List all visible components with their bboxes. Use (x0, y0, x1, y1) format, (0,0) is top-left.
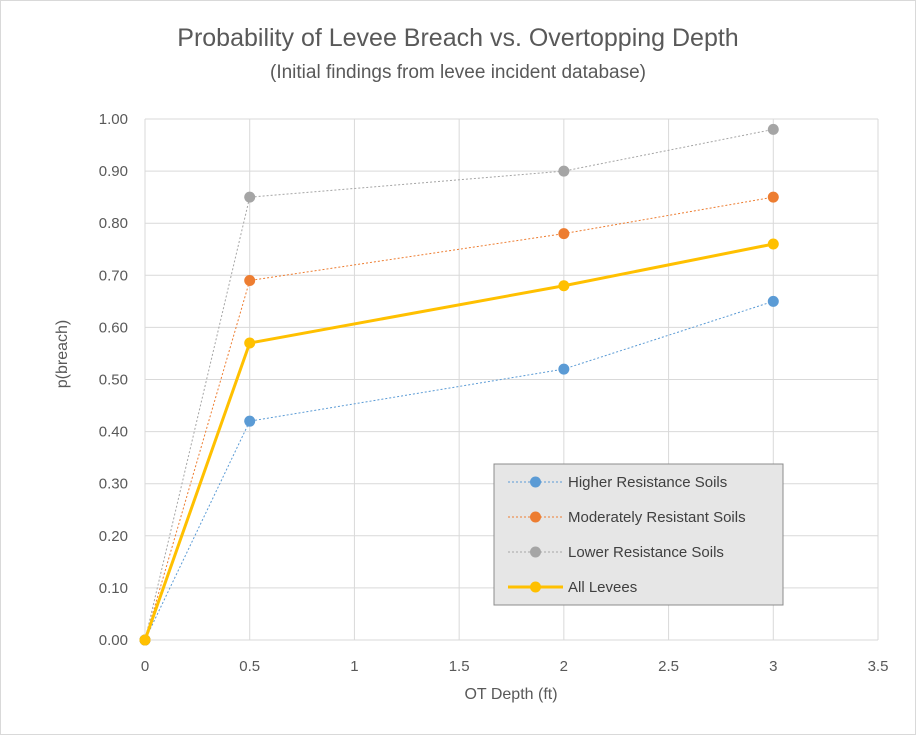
legend-label-3: All Levees (568, 579, 637, 596)
x-axis-ticks: 0 0.5 1 1.5 2 2.5 3 3.5 (141, 658, 889, 675)
data-point-0-2 (558, 363, 570, 375)
series-group (139, 123, 779, 646)
data-point-3-1 (244, 337, 256, 349)
y-tick-label: 0.70 (99, 267, 128, 284)
legend-marker-0 (530, 476, 541, 488)
legend-label-1: Moderately Resistant Soils (568, 509, 746, 526)
y-tick-label: 0.10 (99, 580, 128, 597)
y-tick-label: 0.20 (99, 528, 128, 545)
chart-subtitle: (Initial findings from levee incident da… (270, 62, 646, 83)
legend: Higher Resistance Soils Moderately Resist… (493, 463, 784, 606)
x-tick-label: 2.5 (658, 658, 679, 675)
x-axis-label: OT Depth (ft) (464, 686, 557, 703)
y-tick-label: 1.00 (99, 111, 128, 128)
y-tick-label: 0.90 (99, 163, 128, 180)
data-point-1-1 (244, 275, 256, 287)
data-point-3-2 (558, 280, 570, 292)
series-line-0 (144, 300, 774, 641)
chart-title: Probability of Levee Breach vs. Overtopp… (177, 24, 738, 52)
data-point-2-3 (767, 123, 779, 135)
y-tick-label: 0.80 (99, 215, 128, 232)
gridlines (144, 118, 879, 641)
data-point-2-1 (244, 191, 256, 203)
legend-label-2: Lower Resistance Soils (568, 544, 724, 561)
y-tick-label: 0.40 (99, 424, 128, 441)
y-tick-label: 0.60 (99, 319, 128, 336)
x-tick-label: 3 (769, 658, 777, 675)
data-point-0-3 (767, 295, 779, 307)
data-point-3-0 (139, 634, 151, 646)
series-line-2 (144, 128, 774, 641)
y-tick-label: 0.30 (99, 476, 128, 493)
legend-marker-1 (530, 511, 541, 523)
x-tick-label: 1 (350, 658, 358, 675)
legend-marker-2 (530, 546, 541, 558)
data-point-2-2 (558, 165, 570, 177)
y-tick-label: 0.50 (99, 372, 128, 389)
legend-box (493, 463, 784, 606)
data-point-1-2 (558, 228, 570, 240)
x-tick-label: 2 (560, 658, 568, 675)
legend-marker-3 (530, 581, 541, 593)
y-axis-label: p(breach) (54, 320, 71, 388)
y-tick-label: 0.00 (99, 632, 128, 649)
x-tick-label: 0.5 (239, 658, 260, 675)
y-axis-ticks: 0.00 0.10 0.20 0.30 0.40 0.50 0.60 0.70 0.80 0.90… (99, 111, 128, 649)
legend-label-0: Higher Resistance Soils (568, 474, 727, 491)
series-line-1 (144, 196, 774, 641)
data-point-1-3 (767, 191, 779, 203)
data-point-0-1 (244, 415, 256, 427)
series-line-3 (143, 242, 774, 641)
x-tick-label: 0 (141, 658, 149, 675)
data-point-3-3 (767, 238, 779, 250)
x-tick-label: 3.5 (868, 658, 889, 675)
x-tick-label: 1.5 (449, 658, 470, 675)
